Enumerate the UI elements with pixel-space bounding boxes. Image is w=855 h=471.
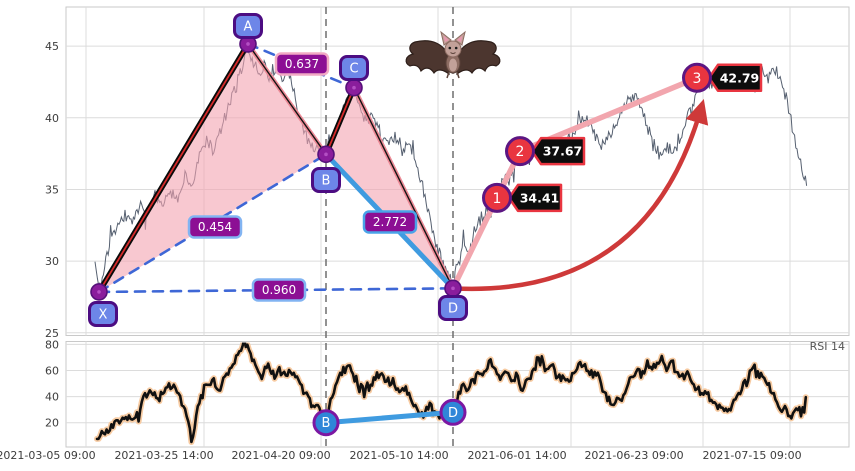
dashed-leg-xd <box>97 287 455 294</box>
bat-right-eye <box>454 46 458 50</box>
bat-left-ear-inner <box>443 35 449 42</box>
pattern-fill-xab <box>99 43 326 292</box>
target-path-line <box>450 75 700 292</box>
ratio-label: 0.454 <box>198 220 232 234</box>
bat-belly <box>449 58 457 72</box>
ratio-label: 0.637 <box>285 57 319 71</box>
bat-left-wing <box>405 40 450 76</box>
price-panel-border <box>65 6 850 336</box>
rsi-line <box>95 342 808 444</box>
bat-right-ear-inner <box>457 35 463 42</box>
leg-xa-core <box>98 43 249 293</box>
target-price-value: 37.67 <box>543 144 583 159</box>
bat-mouth <box>450 52 456 54</box>
target-price-tag <box>530 136 586 166</box>
ratio-label: 0.960 <box>262 283 296 297</box>
pattern-point-dot-c <box>352 85 356 90</box>
bat-head <box>444 40 462 58</box>
point-label-b: B <box>322 174 331 189</box>
x-axis-tick-label: 2021-03-25 14:00 <box>114 449 213 462</box>
x-axis-tick-label: 2021-06-01 14:00 <box>467 449 566 462</box>
x-axis-tick-label: 2021-07-15 09:00 <box>702 449 801 462</box>
rsi-y-tick-label: 20 <box>45 417 59 430</box>
rsi-panel-title: RSI 14 <box>810 340 845 353</box>
pattern-point-dot-x <box>97 290 101 294</box>
x-axis-tick-label: 2021-03-05 09:00 <box>0 449 96 462</box>
target-number-1: 1 <box>493 191 502 207</box>
price-y-tick-label: 45 <box>45 40 59 53</box>
pattern-fill-bcd <box>326 87 453 289</box>
price-panel-grid <box>65 6 850 336</box>
point-label-c: C <box>349 62 358 77</box>
target-circle-3 <box>682 62 712 93</box>
target-number-2: 2 <box>516 144 525 160</box>
x-axis-tick-label: 2021-05-10 14:00 <box>349 449 448 462</box>
bat-image <box>405 30 501 79</box>
rsi-series <box>94 342 809 445</box>
bat-feet <box>446 71 460 79</box>
rsi-marker-b <box>312 409 340 437</box>
point-label-x: X <box>99 308 108 323</box>
rsi-panel-border <box>65 341 850 448</box>
leg-ab-core <box>247 43 327 156</box>
bat-left-eye <box>448 46 452 50</box>
point-label-box-c <box>339 55 369 81</box>
rsi-marker-label-b: B <box>322 416 331 431</box>
point-label-box-a <box>233 13 263 39</box>
rsi-bd-line <box>323 409 456 426</box>
ratio-label-box <box>274 52 330 76</box>
target-circle-2 <box>505 136 535 167</box>
price-y-tick-label: 40 <box>45 112 59 125</box>
target-price-tag <box>707 63 763 93</box>
rsi-marker-d <box>439 398 467 426</box>
point-label-d: D <box>448 302 458 317</box>
projection-arrow-curve <box>452 99 709 292</box>
ratio-label: 2.772 <box>373 215 407 229</box>
rsi-y-tick-label: 80 <box>45 338 59 351</box>
target-number-3: 3 <box>693 71 702 87</box>
point-label-box-b <box>311 167 341 193</box>
x-axis-tick-label: 2021-06-23 09:00 <box>584 449 683 462</box>
leg-cd-core <box>353 86 454 290</box>
ratio-label-box <box>187 215 243 239</box>
x-axis-tick-label: 2021-04-20 09:00 <box>231 449 330 462</box>
ratio-label-box <box>251 278 307 302</box>
price-y-tick-label: 25 <box>45 327 59 340</box>
pattern-point-dot-b <box>324 152 328 157</box>
point-label-box-d <box>438 295 468 321</box>
point-label-a: A <box>244 20 253 35</box>
price-y-tick-label: 30 <box>45 255 59 268</box>
pattern-point-dot-d <box>451 286 455 291</box>
rsi-y-tick-label: 40 <box>45 391 59 404</box>
rsi-y-tick-label: 60 <box>45 364 59 377</box>
pattern-point-dot-a <box>246 42 250 46</box>
target-price-tag <box>507 183 563 213</box>
target-circle-1 <box>482 182 512 213</box>
price-y-tick-label: 35 <box>45 183 59 196</box>
target-price-value: 42.79 <box>720 70 760 85</box>
ratio-label-box <box>362 210 418 234</box>
point-label-box-x <box>88 301 118 327</box>
target-price-value: 34.41 <box>520 190 560 205</box>
bat-right-wing <box>456 40 501 76</box>
rsi-marker-label-d: D <box>448 406 458 421</box>
leg-bc-core <box>325 86 355 156</box>
